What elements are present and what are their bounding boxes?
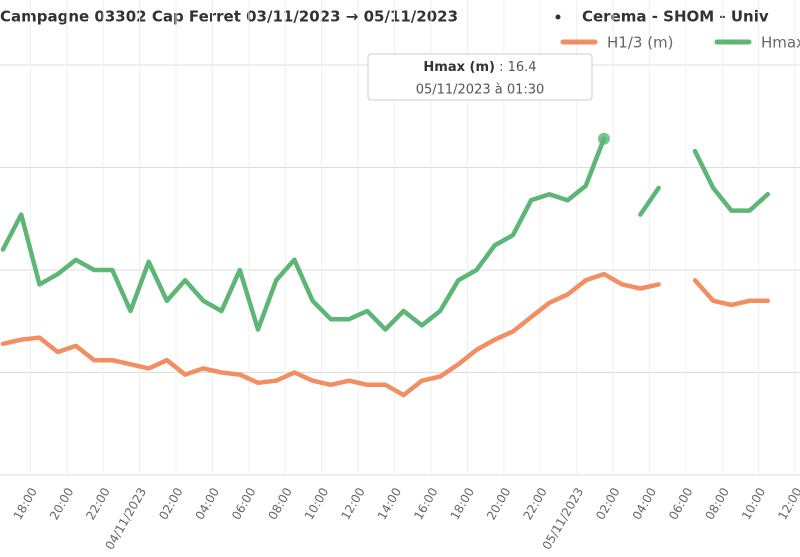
tooltip-separator: : <box>499 60 503 75</box>
tooltip-number: 16.4 <box>508 60 537 75</box>
x-tick-label: 18:00 <box>448 485 477 522</box>
x-tick-label: 22:00 <box>83 485 112 522</box>
tooltip: Hmax (m) : 16.4 05/11/2023 à 01:30 <box>367 53 593 101</box>
x-tick-label: 14:00 <box>375 485 404 522</box>
x-tick-label: 22:00 <box>520 485 549 522</box>
x-tick-label: 20:00 <box>484 485 513 522</box>
chart-subtitle: Cerema - SHOM - Univ <box>582 8 769 26</box>
x-tick-label: 16:00 <box>411 485 440 522</box>
x-tick-label: 10:00 <box>739 485 768 522</box>
x-tick-label: 12:00 <box>775 485 800 522</box>
tooltip-box <box>367 53 593 101</box>
series-line <box>0 136 771 332</box>
series-line <box>0 271 771 398</box>
x-tick-label: 18:00 <box>11 485 40 522</box>
x-tick-label: 02:00 <box>156 485 185 522</box>
x-tick-label: 06:00 <box>229 485 258 522</box>
x-tick-label: 08:00 <box>265 485 294 522</box>
tooltip-value: Hmax (m) : 16.4 <box>423 60 536 75</box>
legend-label: Hmax (m) <box>761 34 800 52</box>
x-tick-label: 08:00 <box>703 485 732 522</box>
x-tick-label: 04:00 <box>630 485 659 522</box>
chart-title: Campagne 03302 Cap Ferret 03/11/2023 → 0… <box>0 8 458 26</box>
legend-label: H1/3 (m) <box>607 34 674 52</box>
x-tick-label: 20:00 <box>47 485 76 522</box>
x-tick-label: 12:00 <box>338 485 367 522</box>
x-tick-label: 10:00 <box>302 485 331 522</box>
title-separator <box>555 14 561 20</box>
x-tick-label: 06:00 <box>666 485 695 522</box>
hover-marker <box>597 132 610 145</box>
x-tick-label: 02:00 <box>593 485 622 522</box>
tooltip-series: Hmax (m) <box>423 60 495 75</box>
legend: H1/3 (m) Hmax (m) <box>560 34 800 52</box>
tooltip-time: 05/11/2023 à 01:30 <box>416 83 545 98</box>
x-tick-label: 04:00 <box>193 485 222 522</box>
